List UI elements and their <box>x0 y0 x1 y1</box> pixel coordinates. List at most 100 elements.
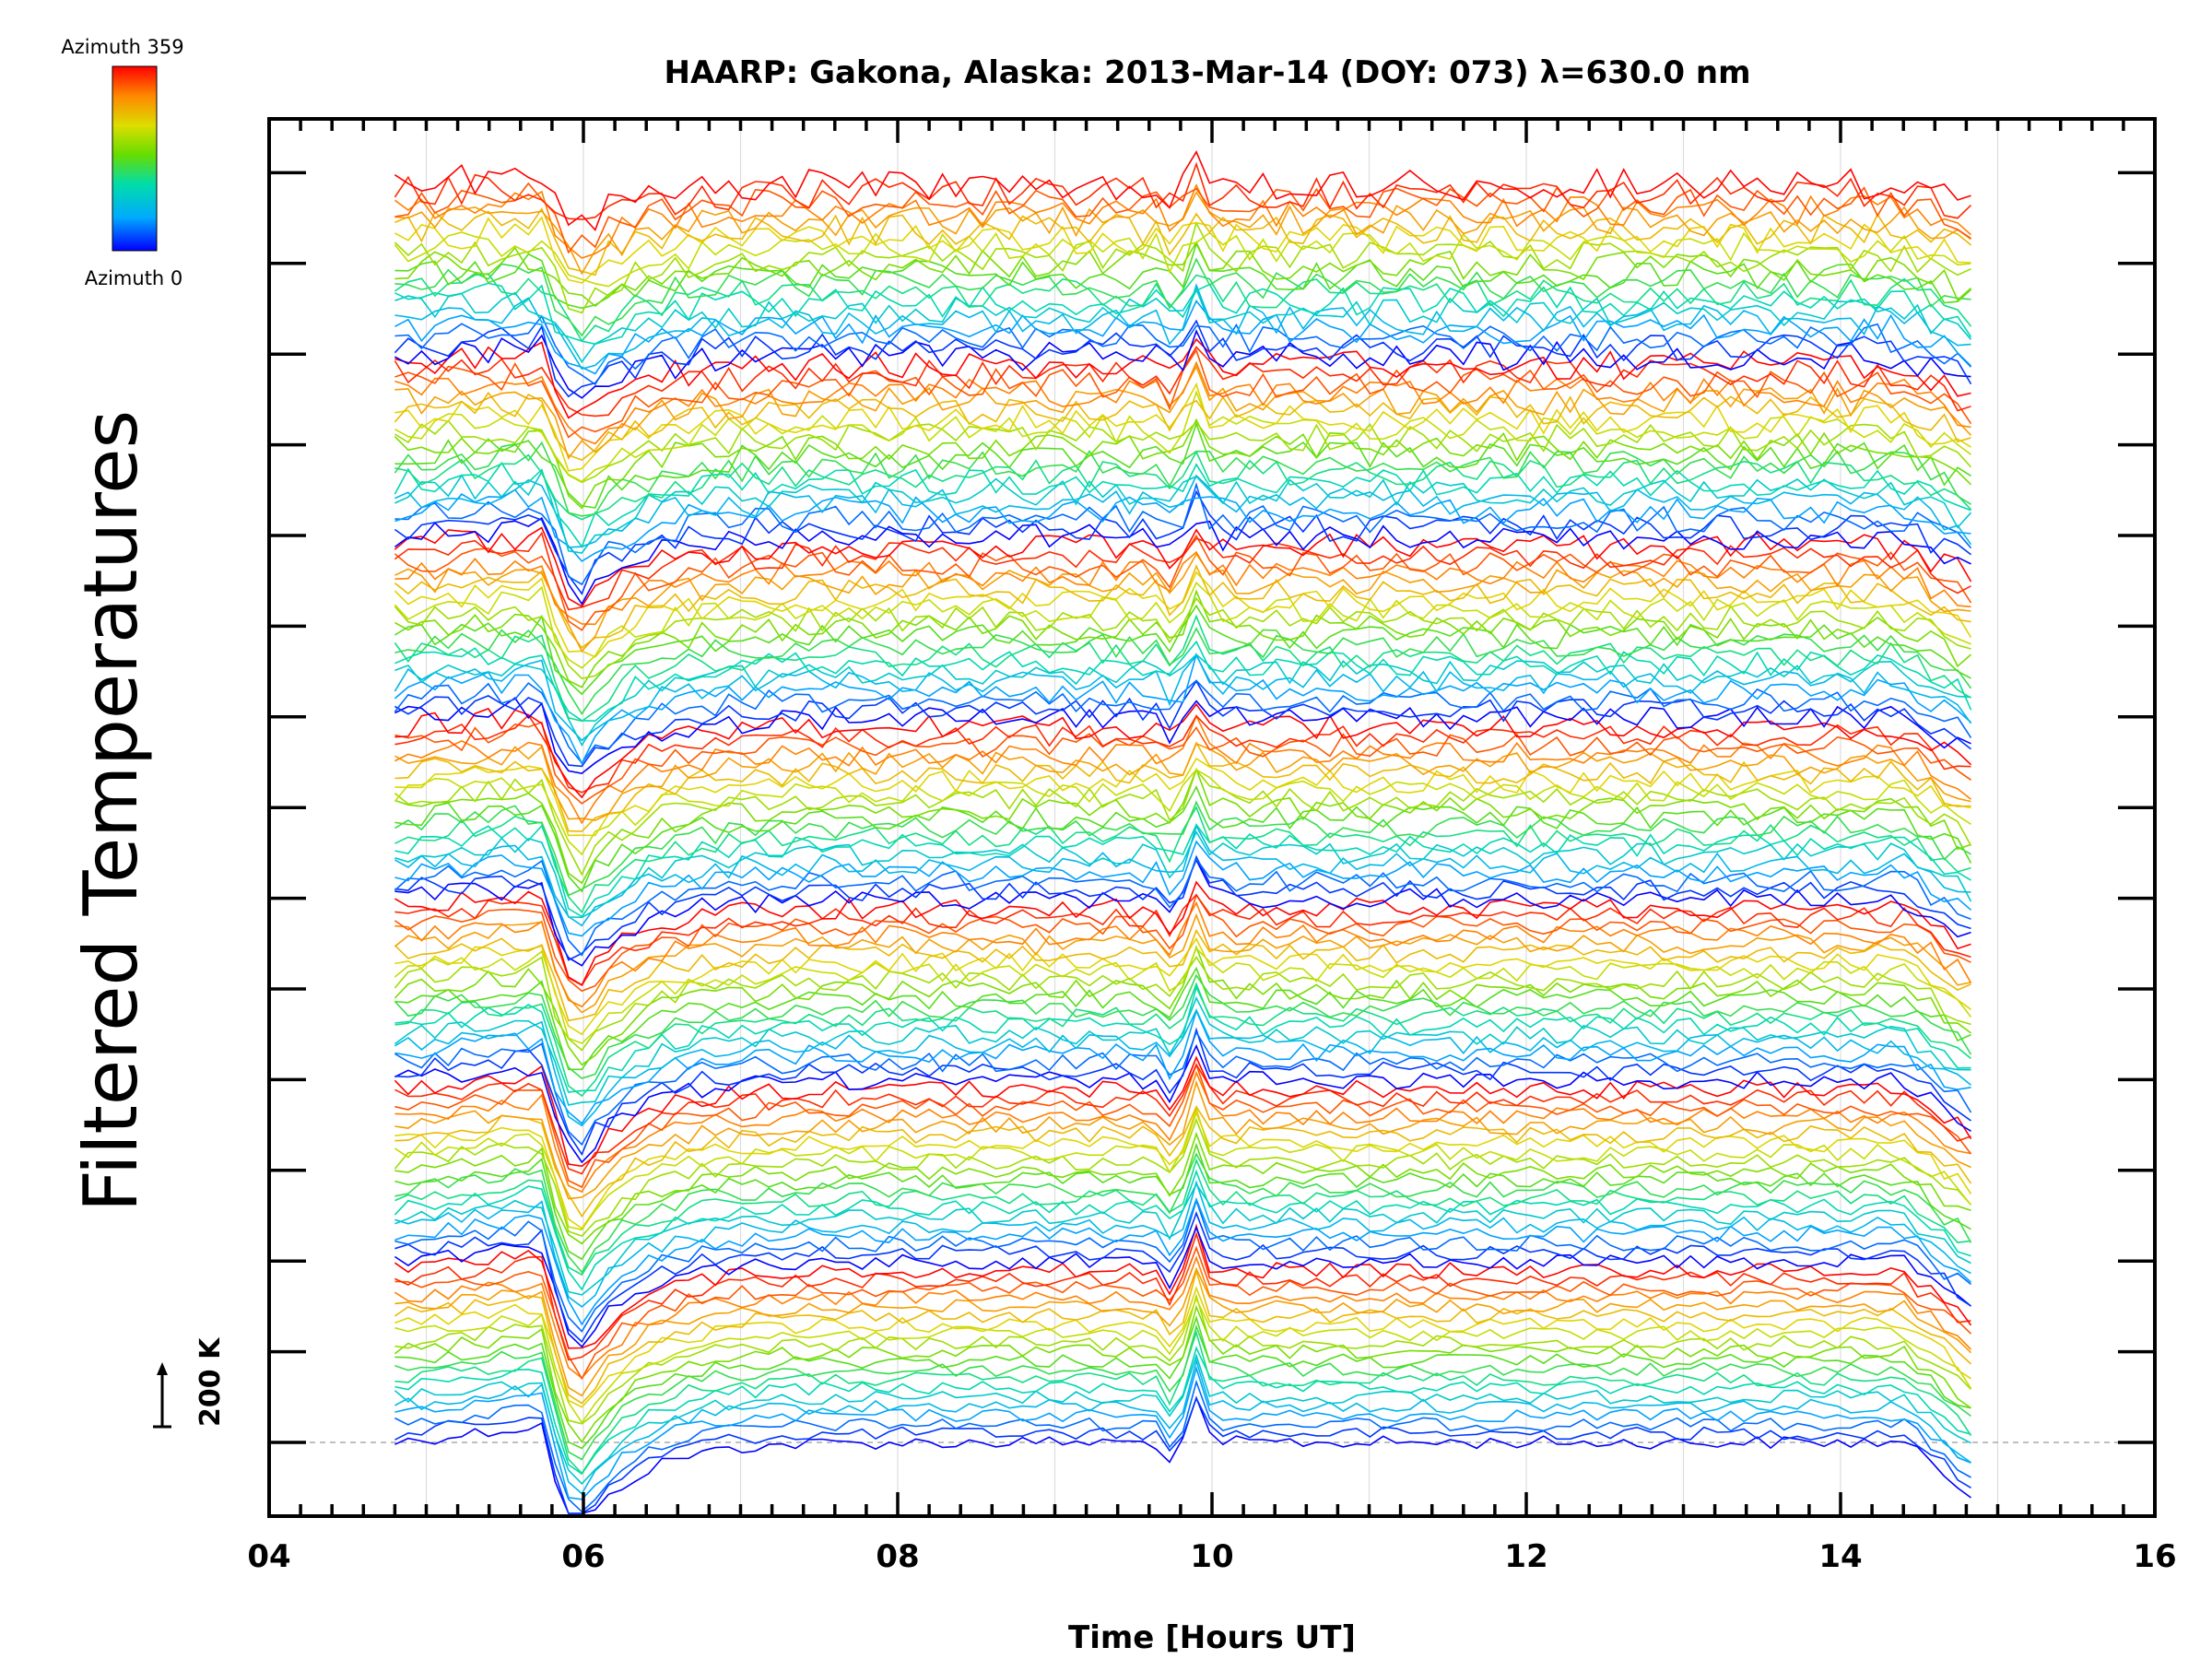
temperature-trace <box>394 653 1972 742</box>
temperature-trace <box>394 191 1971 276</box>
temperature-trace <box>394 1105 1972 1218</box>
temperature-trace <box>394 564 1971 649</box>
temperature-trace <box>394 552 1971 653</box>
temperature-trace <box>394 1062 1972 1189</box>
temperature-trace <box>394 1304 1971 1443</box>
temperature-trace <box>394 697 1971 774</box>
temperature-trace <box>394 1211 1971 1343</box>
temperature-trace <box>394 966 1971 1071</box>
temperature-trace <box>394 1110 1972 1230</box>
temperature-trace <box>394 1296 1972 1424</box>
temperature-trace <box>394 767 1971 885</box>
temperature-trace <box>394 1293 1972 1425</box>
temperature-trace <box>394 1027 1971 1157</box>
temperature-trace <box>394 936 1971 1036</box>
temperature-trace <box>394 982 1972 1098</box>
temperature-trace <box>394 391 1971 462</box>
temperature-trace <box>394 161 1972 220</box>
x-tick-label: 06 <box>561 1538 605 1575</box>
grid-lines <box>425 119 1999 1516</box>
temperature-trace <box>394 589 1972 688</box>
scale-bar-label: 200 K <box>194 1336 227 1427</box>
temperature-trace <box>394 418 1972 510</box>
temperature-trace <box>394 1358 1971 1495</box>
temperature-trace <box>394 741 1971 832</box>
temperature-trace <box>394 1008 1972 1127</box>
temperature-trace <box>394 973 1972 1079</box>
temperature-trace <box>394 995 1971 1106</box>
temperature-trace <box>394 470 1972 554</box>
temperature-trace <box>394 805 1971 914</box>
temperature-trace <box>394 596 1971 679</box>
temperature-trace <box>394 1223 1972 1349</box>
temperature-trace <box>394 282 1972 346</box>
temperature-trace <box>394 329 1971 399</box>
x-tick-label: 14 <box>1818 1538 1862 1575</box>
temperature-trace <box>394 1245 1972 1381</box>
temperature-trace <box>394 1158 1971 1277</box>
temperature-trace <box>394 1055 1972 1168</box>
x-tick-label: 16 <box>2133 1538 2176 1575</box>
temperature-trace <box>394 337 1971 419</box>
temperature-trace <box>394 283 1971 371</box>
temperature-trace <box>394 390 1971 483</box>
temperature-trace <box>394 241 1972 310</box>
temperature-trace <box>394 461 1971 548</box>
temperature-trace <box>394 419 1972 484</box>
temperature-trace <box>394 1324 1971 1461</box>
temperature-trace <box>394 945 1971 1066</box>
temperature-trace <box>394 526 1972 607</box>
temperature-trace <box>394 220 1971 314</box>
temperature-trace <box>394 1225 1972 1348</box>
temperature-trace <box>394 550 1971 626</box>
x-tick-label: 10 <box>1190 1538 1233 1575</box>
temperature-trace <box>394 912 1971 1014</box>
temperature-trace <box>394 581 1971 669</box>
temperature-trace <box>394 1008 1971 1125</box>
chart-title: HAARP: Gakona, Alaska: 2013-Mar-14 (DOY:… <box>664 54 1750 91</box>
temperature-trace <box>394 893 1971 993</box>
series-group <box>394 150 1972 1514</box>
temperature-trace <box>394 823 1971 918</box>
temperature-trace <box>394 800 1971 897</box>
temperature-trace <box>394 784 1972 893</box>
temperature-trace <box>394 1142 1971 1261</box>
temperature-trace <box>394 257 1971 337</box>
temperature-trace <box>394 653 1971 747</box>
temperature-trace <box>394 474 1972 548</box>
temperature-trace <box>394 880 1971 986</box>
temperature-trace <box>394 1070 1971 1194</box>
temperature-trace <box>394 1266 1972 1397</box>
temperature-trace <box>394 1043 1971 1164</box>
temperature-trace <box>394 288 1972 364</box>
temperature-trace <box>394 893 1971 986</box>
temperature-trace <box>394 150 1971 232</box>
temperature-trace <box>394 182 1971 254</box>
temperature-trace <box>394 614 1971 723</box>
temperature-trace <box>394 1379 1971 1513</box>
temperature-trace <box>394 1079 1971 1200</box>
temperature-trace <box>394 1346 1971 1476</box>
temperature-trace <box>394 824 1971 927</box>
temperature-trace <box>394 604 1971 696</box>
temperature-trace <box>394 652 1972 766</box>
scale-bar: 200 K <box>153 1336 227 1429</box>
temperature-trace <box>394 1353 1971 1485</box>
x-tick-label: 08 <box>876 1538 919 1575</box>
x-tick-label: 04 <box>247 1538 290 1575</box>
temperature-trace <box>394 721 1971 805</box>
temperature-trace <box>394 1152 1972 1274</box>
temperature-trace <box>394 1396 1971 1514</box>
temperature-trace <box>394 1395 1971 1514</box>
temperature-trace <box>394 421 1971 509</box>
temperature-trace <box>394 531 1971 611</box>
temperature-trace <box>394 382 1971 472</box>
y-axis-label: Filtered Temperatures <box>68 410 154 1212</box>
x-tick-label: 12 <box>1504 1538 1547 1575</box>
temperature-trace <box>394 450 1972 521</box>
colorbar-bottom-label: Azimuth 0 <box>85 267 183 289</box>
temperature-trace <box>394 627 1972 715</box>
temperature-trace <box>394 742 1971 821</box>
temperature-trace <box>394 299 1972 375</box>
